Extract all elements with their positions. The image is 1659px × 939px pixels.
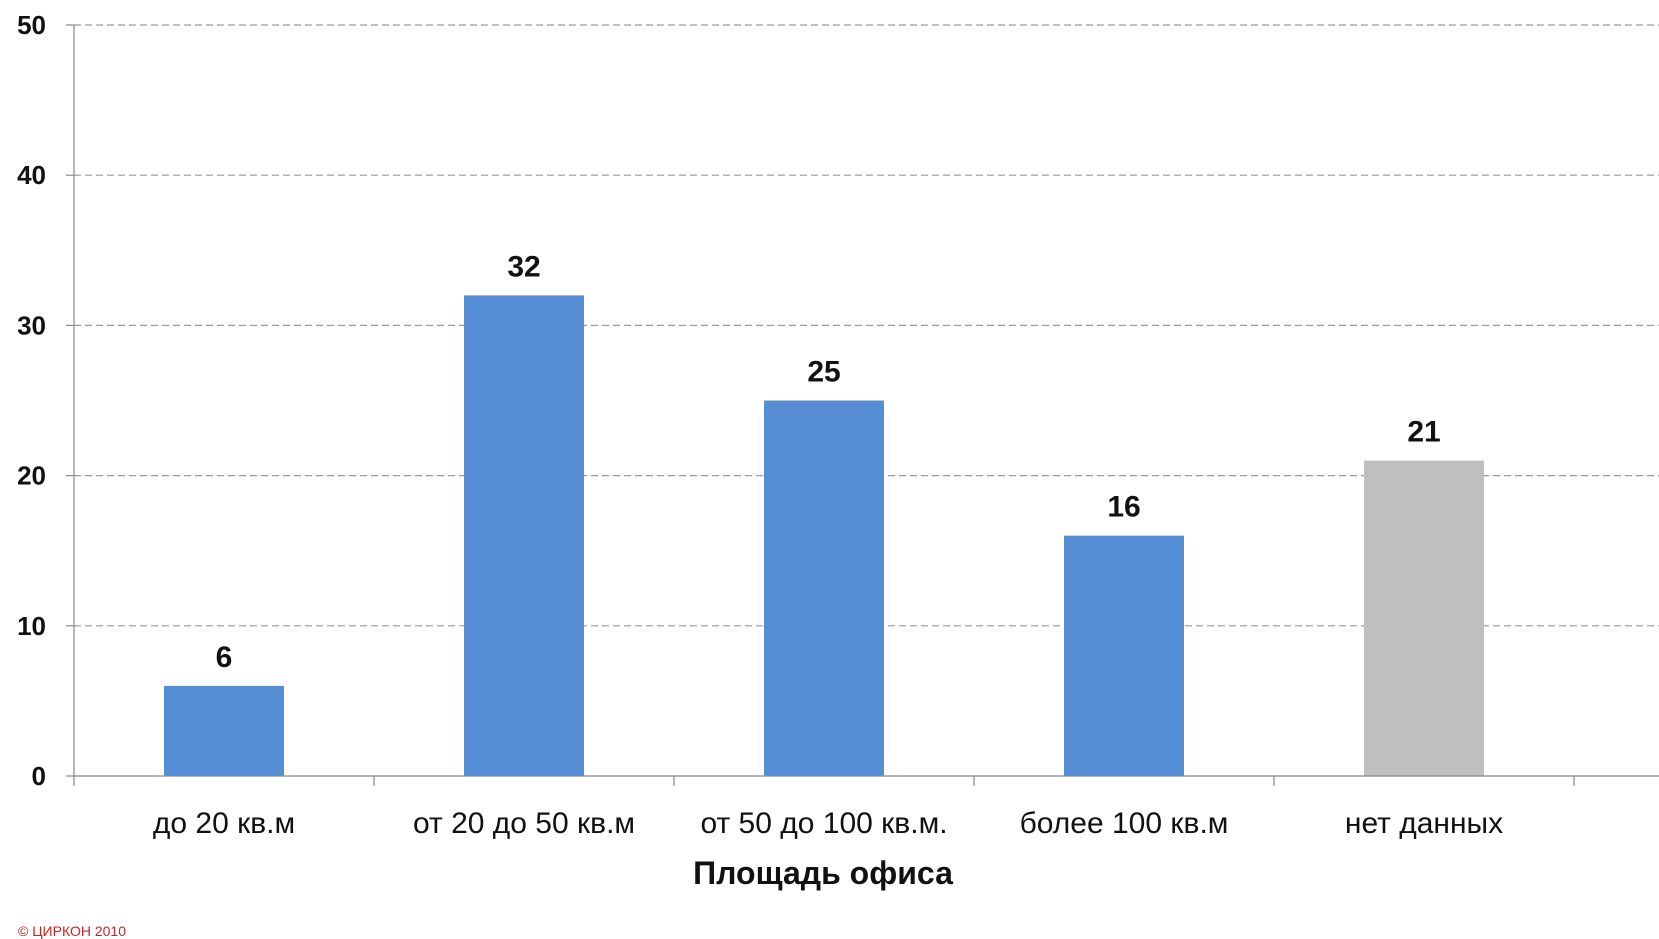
x-tick-label: от 20 до 50 кв.м: [413, 807, 635, 840]
x-tick-label: до 20 кв.м: [153, 807, 295, 840]
y-tick-label: 20: [17, 461, 46, 491]
y-axis-ticks: 0 10 20 30 40 50: [17, 10, 74, 791]
x-axis-title: Площадь офиса: [693, 855, 953, 891]
y-tick-label: 10: [17, 611, 46, 641]
bar: [1064, 535, 1184, 776]
copyright-notice: © ЦИРКОН 2010: [18, 923, 126, 939]
x-tick-label: более 100 кв.м: [1020, 807, 1229, 840]
data-label: 16: [1107, 491, 1140, 524]
axes: [73, 25, 1659, 786]
y-tick-label: 0: [32, 761, 46, 791]
data-labels: 6 32 25 16 21: [216, 250, 1441, 674]
bar: [164, 685, 284, 776]
bar: [464, 295, 584, 776]
data-label: 25: [807, 356, 840, 389]
x-tick-label: от 50 до 100 кв.м.: [700, 807, 947, 840]
x-axis-ticks: до 20 кв.м от 20 до 50 кв.м от 50 до 100 к…: [153, 807, 1503, 840]
y-tick-label: 50: [17, 10, 46, 40]
data-label: 6: [216, 641, 233, 674]
bar: [764, 400, 884, 776]
y-tick-label: 40: [17, 160, 46, 190]
bars: [164, 295, 1484, 776]
bar: [1364, 460, 1484, 776]
x-tick-label: нет данных: [1345, 807, 1503, 840]
y-tick-label: 30: [17, 310, 46, 340]
data-label: 32: [507, 250, 540, 283]
data-label: 21: [1407, 416, 1440, 449]
